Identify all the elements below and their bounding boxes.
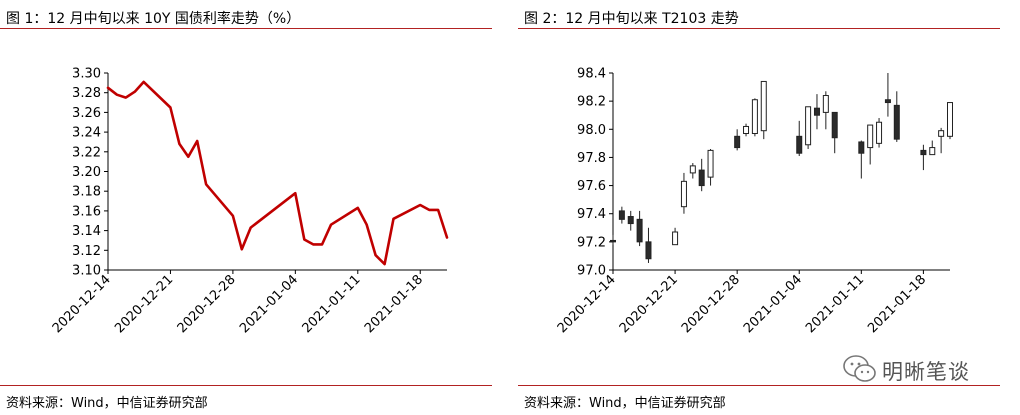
- candle-body: [831, 111, 838, 139]
- y-tick-label: 3.16: [72, 204, 101, 219]
- x-tick-label: 2021-01-11: [300, 272, 364, 336]
- y-tick-label: 3.30: [72, 67, 101, 82]
- y-tick-label: 98.4: [577, 67, 606, 82]
- chart-title: 图 1：12 月中旬以来 10Y 国债利率走势（%）: [6, 11, 301, 27]
- x-tick-label: 2020-12-28: [175, 272, 239, 336]
- candle-body: [796, 135, 803, 154]
- y-tick-label: 98.0: [577, 123, 606, 138]
- y-tick-label: 3.10: [72, 264, 101, 279]
- y-tick-label: 97.6: [577, 179, 606, 194]
- x-tick-label: 2020-12-21: [112, 272, 176, 336]
- chart-title: 图 2：12 月中旬以来 T2103 走势: [524, 11, 739, 27]
- yield-line-chart: 3.10 3.12 3.14 3.16 3.18 3.20 3.22 3.24 3.26 3.28…: [50, 67, 449, 336]
- candle-body: [672, 231, 679, 246]
- candle-body: [867, 124, 874, 149]
- y-tick-label: 97.2: [577, 235, 606, 250]
- candle-body: [734, 135, 741, 149]
- source-rule: [0, 385, 492, 386]
- y-tick-label: 3.26: [72, 106, 101, 121]
- candle-body: [707, 149, 714, 178]
- y-tick-label: 97.8: [577, 151, 606, 166]
- x-tick-label: 2021-01-18: [362, 272, 426, 336]
- candle-body: [938, 130, 945, 137]
- title-rule: [0, 28, 492, 29]
- y-tick-label: 3.14: [72, 224, 101, 239]
- y-tick-label: 97.4: [577, 207, 606, 222]
- x-tick-label: 2021-01-11: [803, 272, 867, 336]
- futures-candlestick-chart: 97.0 97.2 97.4 97.6 97.8 98.0 98.2 98.4 2020-12-…: [555, 67, 953, 336]
- candle-body: [627, 216, 634, 225]
- x-tick-label: 2021-01-04: [741, 272, 805, 336]
- series-line-10y-yield: [106, 80, 449, 266]
- candle-body: [743, 125, 750, 135]
- candle-body: [947, 102, 953, 137]
- x-tick-label: 2021-01-04: [237, 272, 301, 336]
- y-tick-label: 3.24: [72, 126, 101, 141]
- candle-body: [645, 241, 652, 260]
- candle-body: [884, 99, 891, 104]
- watermark: 明晰笔谈: [842, 352, 992, 386]
- y-tick-label: 98.2: [577, 95, 606, 110]
- candle-body: [618, 210, 625, 220]
- title-rule: [518, 28, 1000, 29]
- candle-body: [680, 180, 687, 208]
- candle-body: [698, 169, 705, 187]
- y-tick-label: 3.22: [72, 145, 101, 160]
- candle-body: [751, 99, 758, 135]
- x-tick-label: 2020-12-14: [50, 272, 114, 336]
- candle-body: [858, 141, 865, 154]
- x-tick-label: 2020-12-28: [679, 272, 743, 336]
- candle-body: [760, 80, 767, 132]
- candle-body: [893, 104, 900, 140]
- candle-body: [805, 106, 812, 146]
- source-rule: [518, 385, 1000, 386]
- x-tick-label: 2020-12-14: [555, 272, 619, 336]
- y-tick-label: 97.0: [577, 264, 606, 279]
- watermark-text: 明晰笔谈: [882, 360, 970, 384]
- chart-source: 资料来源：Wind，中信证券研究部: [6, 396, 208, 411]
- wechat-icon: [843, 355, 876, 382]
- x-tick-label: 2020-12-21: [617, 272, 681, 336]
- y-tick-label: 3.18: [72, 185, 101, 200]
- chart-panel-futures: 图 2：12 月中旬以来 T2103 走势 97.0 97.2 97.4 97.6 97…: [518, 0, 1000, 415]
- y-tick-label: 3.20: [72, 165, 101, 180]
- chart-panel-yield: 图 1：12 月中旬以来 10Y 国债利率走势（%） 3.10 3.12 3.14 3…: [0, 0, 492, 415]
- candle-body: [929, 147, 936, 156]
- candle-body: [920, 149, 927, 156]
- candle-body: [813, 107, 820, 116]
- candle-body: [610, 239, 616, 243]
- y-tick-label: 3.12: [72, 244, 101, 259]
- candle-body: [822, 95, 829, 113]
- candle-body: [636, 218, 643, 243]
- x-tick-label: 2021-01-18: [865, 272, 929, 336]
- chart-source: 资料来源：Wind，中信证券研究部: [524, 396, 726, 411]
- y-tick-label: 3.28: [72, 86, 101, 101]
- candle-body: [876, 121, 883, 144]
- candle-body: [689, 165, 696, 174]
